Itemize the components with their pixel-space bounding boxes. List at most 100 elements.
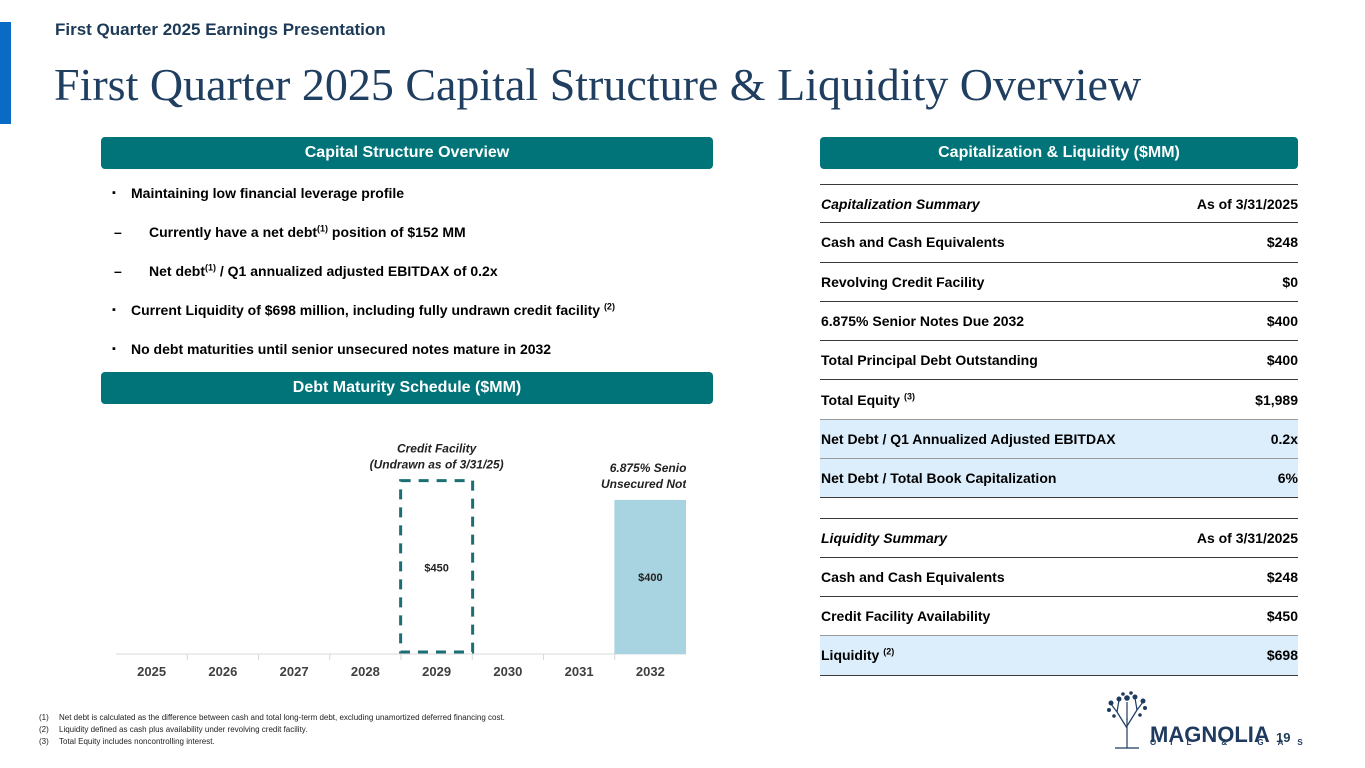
cap-row-value: $0 <box>1282 273 1298 290</box>
notes-bar <box>614 499 686 654</box>
page-number: 19 <box>1276 730 1291 745</box>
x-tick-label: 2028 <box>351 664 380 679</box>
footnote: (2) Liquidity defined as cash plus availa… <box>39 724 505 736</box>
footnote-number: (1) <box>39 713 49 722</box>
footnote-ref: (2) <box>603 301 615 312</box>
bullet-text: Net debt <box>149 263 205 279</box>
cap-row: Cash and Cash Equivalents $248 <box>820 223 1298 263</box>
footnote-ref: (1) <box>317 223 329 234</box>
debt-maturity-header: Debt Maturity Schedule ($MM) <box>101 372 713 404</box>
footnote-number: (2) <box>39 725 49 734</box>
bullet-maturities: ▪ No debt maturities until senior unsecu… <box>112 340 712 379</box>
credit-facility-bar <box>399 479 475 654</box>
debt-maturity-chart-svg: 2025 2026 2027 2028 2029 2030 2031 2032 $450 Cred… <box>116 442 686 679</box>
dash-bullet-icon: – <box>114 224 122 240</box>
liq-row: Credit Facility Availability $450 <box>820 597 1298 637</box>
bar-data-label: $450 <box>424 562 448 574</box>
cap-row: Net Debt / Total Book Capitalization 6% <box>820 459 1298 499</box>
liq-summary-header: Liquidity Summary As of 3/31/2025 <box>820 518 1298 558</box>
footnote-text: Net debt is calculated as the difference… <box>59 713 505 722</box>
footnote: (3) Total Equity includes noncontrolling … <box>39 736 505 748</box>
capitalization-table: Capitalization Summary As of 3/31/2025 C… <box>820 184 1298 676</box>
cap-summary-date: As of 3/31/2025 <box>1196 195 1298 212</box>
bar-data-label: $400 <box>638 572 662 584</box>
bullet-text: Maintaining low financial leverage profi… <box>131 185 405 201</box>
x-tick-label: 2029 <box>422 664 451 679</box>
bullet-text: Current Liquidity of $698 million, inclu… <box>131 302 604 318</box>
liq-row-label-wrap: Liquidity (2) <box>821 647 894 663</box>
series-annotation: Unsecured Notes <box>601 477 686 491</box>
bullet-text: No debt maturities until senior unsecure… <box>131 341 552 357</box>
footnote-ref: (2) <box>883 646 895 657</box>
x-tick-label: 2027 <box>280 664 309 679</box>
bullet-text: position of $152 MM <box>328 224 466 240</box>
footnote: (1) Net debt is calculated as the differe… <box>39 712 505 724</box>
liq-row-value: $450 <box>1266 608 1298 625</box>
liq-rows: Cash and Cash Equivalents $248 Credit Faci… <box>820 558 1298 676</box>
logo-wordmark: MAGNOLIA <box>1150 722 1270 747</box>
cap-row-label: Net Debt / Q1 Annualized Adjusted EBITDA… <box>821 430 1116 447</box>
cap-row-label-wrap: Total Equity (3) <box>821 390 915 408</box>
presentation-kicker: First Quarter 2025 Earnings Presentation <box>55 20 386 39</box>
cap-row-label: Total Equity <box>821 391 901 408</box>
cap-row: Net Debt / Q1 Annualized Adjusted EBITDA… <box>820 419 1298 460</box>
cap-summary-header: Capitalization Summary As of 3/31/2025 <box>820 184 1298 224</box>
cap-row-label: Net Debt / Total Book Capitalization <box>821 470 1057 487</box>
cap-row-label: 6.875% Senior Notes Due 2032 <box>821 313 1025 330</box>
bullet-net-debt-ebitdax: – Net debt(1) / Q1 annualized adjusted E… <box>112 262 712 301</box>
series-annotation: (Undrawn as of 3/31/25) <box>370 458 504 472</box>
square-bullet-icon: ▪ <box>112 187 116 199</box>
x-tick-label: 2026 <box>208 664 237 679</box>
magnolia-tree-logo-icon <box>1107 691 1147 749</box>
liq-row: Liquidity (2) $698 <box>820 636 1298 676</box>
footnote-ref: (1) <box>205 262 216 273</box>
liq-row: Cash and Cash Equivalents $248 <box>820 558 1298 597</box>
series-annotation: Credit Facility <box>397 442 478 456</box>
debt-maturity-chart: 2025 2026 2027 2028 2029 2030 2031 2032 $450 Cred… <box>116 430 686 692</box>
x-tick-label: 2032 <box>636 664 665 679</box>
cap-row-label: Total Principal Debt Outstanding <box>821 352 1038 369</box>
square-bullet-icon: ▪ <box>112 304 116 316</box>
cap-liquidity-header: Capitalization & Liquidity ($MM) <box>820 137 1298 169</box>
square-bullet-icon: ▪ <box>112 343 116 355</box>
footnotes: (1) Net debt is calculated as the differe… <box>39 712 505 748</box>
cap-row-value: 0.2x <box>1270 430 1298 447</box>
bullet-text: Currently have a net debt <box>149 224 318 240</box>
footnote-text: Total Equity includes noncontrolling int… <box>59 737 215 746</box>
capital-structure-bullets: ▪ Maintaining low financial leverage pro… <box>112 184 712 379</box>
cap-row: 6.875% Senior Notes Due 2032 $400 <box>820 302 1298 342</box>
page-title: First Quarter 2025 Capital Structure & L… <box>54 59 1142 110</box>
liq-summary-label: Liquidity Summary <box>821 530 948 547</box>
liq-row-label: Credit Facility Availability <box>821 608 991 625</box>
cap-row-value: $248 <box>1266 234 1298 251</box>
liq-row-value: $248 <box>1266 568 1298 585</box>
footnote-text: Liquidity defined as cash plus availabil… <box>59 725 308 734</box>
cap-row-label: Cash and Cash Equivalents <box>821 234 1005 251</box>
cap-row-value: $1,989 <box>1255 391 1298 408</box>
bullet-net-debt: – Currently have a net debt(1) position … <box>112 223 712 262</box>
x-tick-label: 2031 <box>565 664 594 679</box>
liq-row-label: Liquidity <box>821 647 880 664</box>
cap-row-value: 6% <box>1277 470 1298 487</box>
cap-rows: Cash and Cash Equivalents $248 Revolving C… <box>820 223 1298 499</box>
cap-row: Total Principal Debt Outstanding $400 <box>820 341 1298 381</box>
accent-bar <box>0 22 11 124</box>
x-tick-label: 2030 <box>493 664 522 679</box>
liq-row-label: Cash and Cash Equivalents <box>821 568 1005 585</box>
cap-row: Revolving Credit Facility $0 <box>820 263 1298 302</box>
cap-summary-label: Capitalization Summary <box>821 195 980 212</box>
liq-summary-date: As of 3/31/2025 <box>1196 530 1298 547</box>
bullet-leverage: ▪ Maintaining low financial leverage pro… <box>112 184 712 223</box>
footnote-ref: (3) <box>903 390 915 401</box>
cap-row-label: Revolving Credit Facility <box>821 273 985 290</box>
footnote-number: (3) <box>39 737 49 746</box>
dash-bullet-icon: – <box>114 263 122 279</box>
bullet-liquidity: ▪ Current Liquidity of $698 million, inc… <box>112 301 712 340</box>
x-tick-label: 2025 <box>137 664 166 679</box>
liq-row-value: $698 <box>1266 647 1298 664</box>
cap-row-value: $400 <box>1266 352 1298 369</box>
cap-row: Total Equity (3) $1,989 <box>820 380 1298 420</box>
series-annotation: 6.875% Senior <box>610 461 686 475</box>
table-gap <box>820 498 1298 518</box>
capital-structure-header: Capital Structure Overview <box>101 137 713 169</box>
